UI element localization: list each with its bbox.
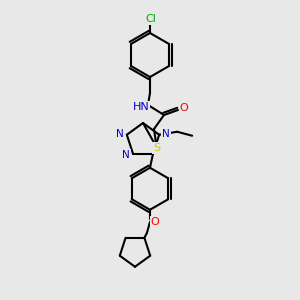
- Text: HN: HN: [133, 102, 149, 112]
- Text: N: N: [116, 129, 124, 139]
- Text: Cl: Cl: [146, 14, 156, 24]
- Text: N: N: [162, 129, 170, 139]
- Text: S: S: [153, 143, 161, 153]
- Text: N: N: [122, 150, 130, 160]
- Text: O: O: [151, 217, 159, 227]
- Text: O: O: [180, 103, 188, 113]
